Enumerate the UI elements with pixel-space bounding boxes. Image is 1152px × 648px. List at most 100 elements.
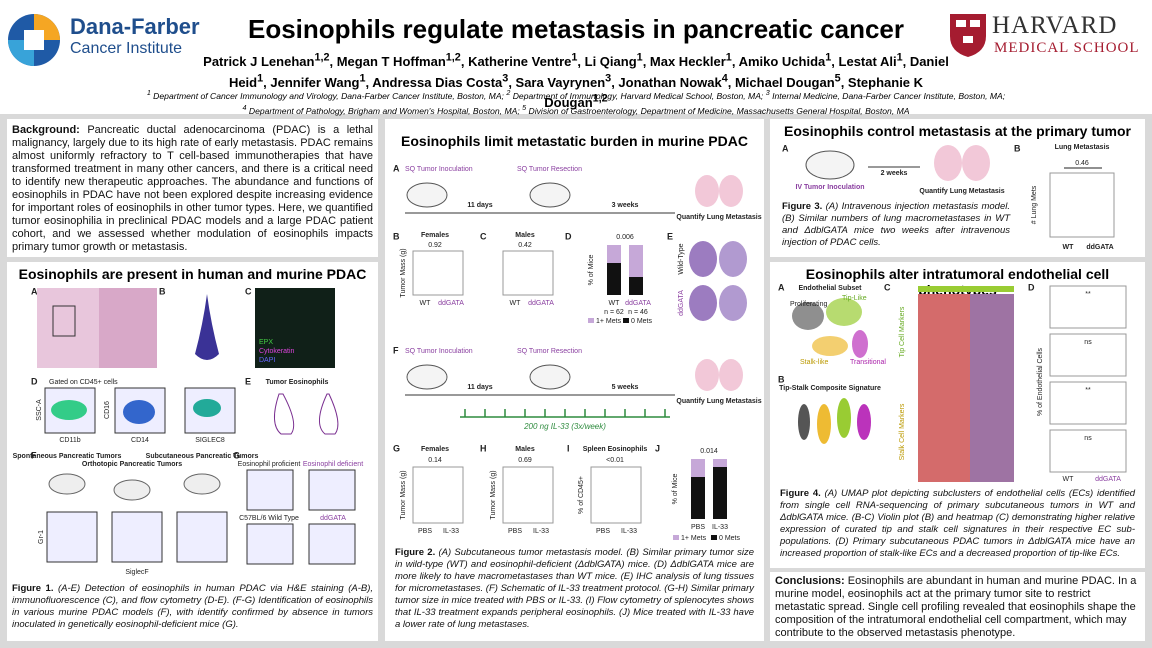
affiliation-line: 4 Department of Pathology, Brigham and W… [40,102,1112,117]
section-1: Eosinophils are present in human and mur… [7,262,378,641]
axis-label: Gr-1 [38,530,45,544]
author-affiliation: 1 [571,52,578,64]
treatment-label: 200 ng IL-33 (3x/week) [523,422,606,431]
group-label: IL-33 [621,528,637,535]
affiliation-number: 4 [242,103,247,112]
caption-text: (A) UMAP plot depicting subclusters of e… [780,488,1136,559]
axis-label: % of Mice [588,255,595,286]
logo-left-name: Dana-Farber [70,14,200,39]
author-name: , Katherine Ventre [460,54,572,70]
conclusions-text: Conclusions: Eosinophils are abundant in… [775,575,1140,640]
duration: 3 weeks [612,202,639,209]
n-label: n = 62 [604,309,624,316]
panel-letter: G [233,450,240,460]
row-group: Stalk Cell Markers [899,403,906,460]
panel-letter: D [565,231,572,241]
harvard-shield [950,14,986,57]
caption-label: Figure 3. [782,201,823,212]
group-label: ddGATA [438,300,464,307]
section-title: Eosinophils control metastasis at the pr… [784,123,1131,139]
significance: ** [1085,291,1091,298]
author-affiliation: 3 [502,72,509,85]
group-label: ddGATA [1086,244,1113,251]
step-label: SQ Tumor Resection [517,166,582,173]
panel-letter: E [667,231,673,241]
axis-label: CD16 [104,401,111,419]
n-label: n = 46 [628,309,648,316]
cluster-label: Proliferating [790,301,827,308]
author: , Stephanie K Dougan1,2 [544,75,923,110]
group-label: WT [510,300,522,307]
legend-text: DAPI [259,357,275,364]
author-name: , Jonathan Nowak [611,74,722,90]
author-name: , Amiko Uchida [731,54,826,70]
section-4: Eosinophils alter intratumoral endotheli… [770,262,1145,568]
caption: Figure 2. (A) Subcutaneous tumor metasta… [395,547,754,631]
panel-letter: A [782,143,789,153]
section-2: Eosinophils limit metastatic burden in m… [385,119,764,641]
author: , Sara Vayrynen3 [508,72,612,89]
legend-text: 1+ Mets [596,318,622,325]
section-title: Eosinophils limit metastatic burden in m… [401,133,748,149]
author: , Michael Dougan5 [727,72,841,90]
legend-text: Cytokeratin [259,348,295,355]
step-label: SQ Tumor Inoculation [405,166,473,173]
affiliation-number: 1 [146,89,151,97]
model-label: Orthotopic Pancreatic Tumors [82,461,182,468]
p-value: 0.42 [518,242,532,249]
cluster-label: Tip-Like [842,295,867,302]
caption: Figure 3. (A) Intravenous injection meta… [782,201,1010,249]
axis-label: SiglecF [125,569,148,576]
caption-text: (A) Subcutaneous tumor metastasis model.… [395,547,755,630]
group-label: PBS [596,528,610,535]
chart-title: Endothelial Subset [798,285,862,292]
duration: 11 days [467,384,492,391]
author-affiliation: 5 [834,72,841,85]
author-affiliation: 1,2 [314,52,330,64]
author: , Jennifer Wang1 [263,72,365,89]
author-name: , Li Qiang [577,54,637,70]
section-title: Eosinophils are present in human and mur… [18,266,367,282]
group-label: IL-33 [712,524,728,531]
axis-label: % of Mice [672,474,679,505]
author: , Megan T Hoffman1,2 [330,52,461,69]
step-label: Quantify Lung Metastasis [676,398,761,405]
legend-text: 0 Mets [719,535,741,542]
step-label: Quantify Lung Metastasis [676,214,761,221]
author-affiliation: 3 [605,72,612,85]
author-affiliation: 1,2 [592,92,608,105]
caption: Figure 4. (A) UMAP plot depicting subclu… [780,488,1135,560]
author-name: , Andressa Dias Costa [365,74,503,90]
logo-right-sub: MEDICAL SCHOOL [994,40,1140,56]
model-label: Spontaneous Pancreatic Tumors [13,453,122,460]
author: , Li Qiang1 [577,52,642,70]
axis-label: % of Endothelial Cells [1037,347,1044,416]
p-value: 0.014 [700,448,718,455]
panel-letter: B [393,231,400,241]
axis-label: # Lung Mets [1031,185,1038,224]
group-label: WT [1063,244,1075,251]
duration: 5 weeks [612,384,639,391]
group-label: PBS [508,528,522,535]
caption-text: (A) Intravenous injection metastasis mod… [782,201,1010,248]
caption-label: Figure 2. [395,547,436,558]
step-label: Quantify Lung Metastasis [919,188,1004,195]
p-value: 0.92 [428,242,442,249]
significance: ns [1084,339,1092,346]
panel-letter: B [778,374,785,384]
dana-farber-icon [8,14,60,66]
section-3: Eosinophils control metastasis at the pr… [770,119,1145,257]
authors: Patrick J Lenehan1,2, Megan T Hoffman1,2… [200,50,952,111]
step-label: IV Tumor Inoculation [795,184,864,191]
panel-letter: C [480,231,487,241]
author: , Max Heckler1 [643,52,732,69]
chart-title: Tumor Eosinophils [266,379,329,386]
author: , Jonathan Nowak4 [611,72,728,90]
author-name: , Michael Dougan [727,74,835,90]
caption-label: Figure 1. [12,583,54,594]
author-affiliation: 1,2 [445,52,461,64]
group-label: ddGATA [320,515,346,522]
legend-text: 1+ Mets [681,535,707,542]
p-value: <0.01 [606,457,624,464]
author: , Lestat Ali1 [831,52,902,69]
